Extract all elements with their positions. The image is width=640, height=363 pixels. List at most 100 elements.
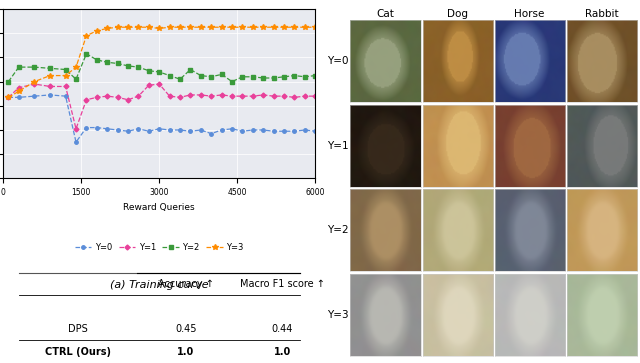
Y=2: [166, 73, 173, 78]
Y=3: [145, 25, 153, 29]
Legend: Y=0, Y=1, Y=2, Y=3: Y=0, Y=1, Y=2, Y=3: [71, 240, 247, 256]
Text: Rabbit: Rabbit: [585, 9, 618, 19]
Text: CTRL (Ours): CTRL (Ours): [45, 347, 111, 356]
Y=3: [291, 25, 298, 29]
Y=3: [312, 25, 319, 29]
Y=2: [259, 76, 267, 80]
Line: Y=3: Y=3: [6, 24, 318, 100]
Y=2: [156, 70, 163, 74]
Y=3: [93, 29, 100, 33]
Y=3: [124, 25, 132, 29]
Y=2: [187, 68, 195, 72]
Y=1: [83, 98, 90, 102]
Y=2: [312, 73, 319, 78]
Y=3: [259, 25, 267, 29]
Y=3: [72, 65, 80, 69]
Y=2: [83, 52, 90, 56]
Y=0: [145, 129, 153, 133]
Y=0: [114, 128, 122, 132]
Y=1: [259, 93, 267, 97]
Y=3: [4, 95, 12, 99]
Y=0: [259, 128, 267, 132]
Y=2: [72, 77, 80, 81]
Text: Horse: Horse: [515, 9, 545, 19]
Y=3: [134, 25, 142, 29]
Y=3: [114, 25, 122, 29]
Y=3: [31, 79, 38, 84]
Y=1: [156, 82, 163, 86]
Y=3: [270, 25, 278, 29]
Y=2: [93, 58, 100, 62]
Y=1: [291, 95, 298, 99]
Y=2: [124, 64, 132, 68]
Y=3: [239, 25, 246, 29]
Text: Cat: Cat: [377, 9, 395, 19]
Y=3: [83, 33, 90, 38]
Y=0: [187, 129, 195, 133]
Y=1: [218, 93, 225, 97]
Y=1: [104, 94, 111, 98]
Y=3: [104, 26, 111, 30]
Y=1: [197, 93, 205, 97]
Y=1: [134, 94, 142, 98]
Y=0: [312, 129, 319, 133]
Y=1: [124, 98, 132, 102]
Y=2: [62, 68, 70, 72]
Y=0: [176, 128, 184, 132]
Y=1: [280, 94, 288, 98]
Y=0: [207, 131, 215, 136]
Y=1: [270, 94, 278, 98]
Y=2: [239, 75, 246, 79]
Y=1: [62, 84, 70, 89]
Text: Dog: Dog: [447, 9, 468, 19]
Text: 0.44: 0.44: [272, 324, 293, 334]
Y=0: [4, 95, 12, 99]
Y=2: [270, 76, 278, 80]
Text: (a) Training curve: (a) Training curve: [110, 280, 209, 290]
Text: DPS: DPS: [68, 324, 88, 334]
Y=3: [187, 25, 195, 29]
Y=3: [15, 89, 22, 94]
Y=3: [207, 25, 215, 29]
Text: 1.0: 1.0: [274, 347, 291, 356]
Y=1: [176, 95, 184, 99]
Y=3: [62, 73, 70, 78]
Y=1: [166, 94, 173, 98]
Y=3: [249, 25, 257, 29]
Y=0: [270, 129, 278, 133]
Y=1: [249, 94, 257, 98]
Y=2: [114, 61, 122, 66]
Y=2: [249, 75, 257, 79]
Y=1: [239, 94, 246, 98]
Y=1: [93, 95, 100, 99]
Y=0: [15, 95, 22, 99]
Text: 1.0: 1.0: [177, 347, 195, 356]
Text: Accuracy ↑: Accuracy ↑: [158, 279, 214, 289]
Y=2: [4, 79, 12, 84]
Y=0: [156, 127, 163, 131]
Text: Y=0: Y=0: [327, 56, 348, 66]
Y=0: [280, 129, 288, 133]
Y=2: [176, 77, 184, 81]
Y=1: [207, 94, 215, 98]
X-axis label: Reward Queries: Reward Queries: [124, 203, 195, 212]
Y=1: [46, 84, 54, 89]
Y=1: [187, 93, 195, 97]
Y=1: [31, 82, 38, 86]
Y=1: [145, 83, 153, 87]
Y=2: [134, 65, 142, 69]
Text: Y=3: Y=3: [326, 310, 348, 320]
Y=2: [197, 73, 205, 78]
Text: Y=2: Y=2: [326, 225, 348, 235]
Y=2: [207, 75, 215, 79]
Y=2: [15, 65, 22, 69]
Y=1: [15, 86, 22, 90]
Y=2: [104, 60, 111, 65]
Y=1: [228, 94, 236, 98]
Y=3: [46, 73, 54, 78]
Y=3: [228, 25, 236, 29]
Y=0: [249, 128, 257, 132]
Y=2: [301, 75, 308, 79]
Y=1: [312, 94, 319, 98]
Line: Y=1: Y=1: [6, 82, 317, 131]
